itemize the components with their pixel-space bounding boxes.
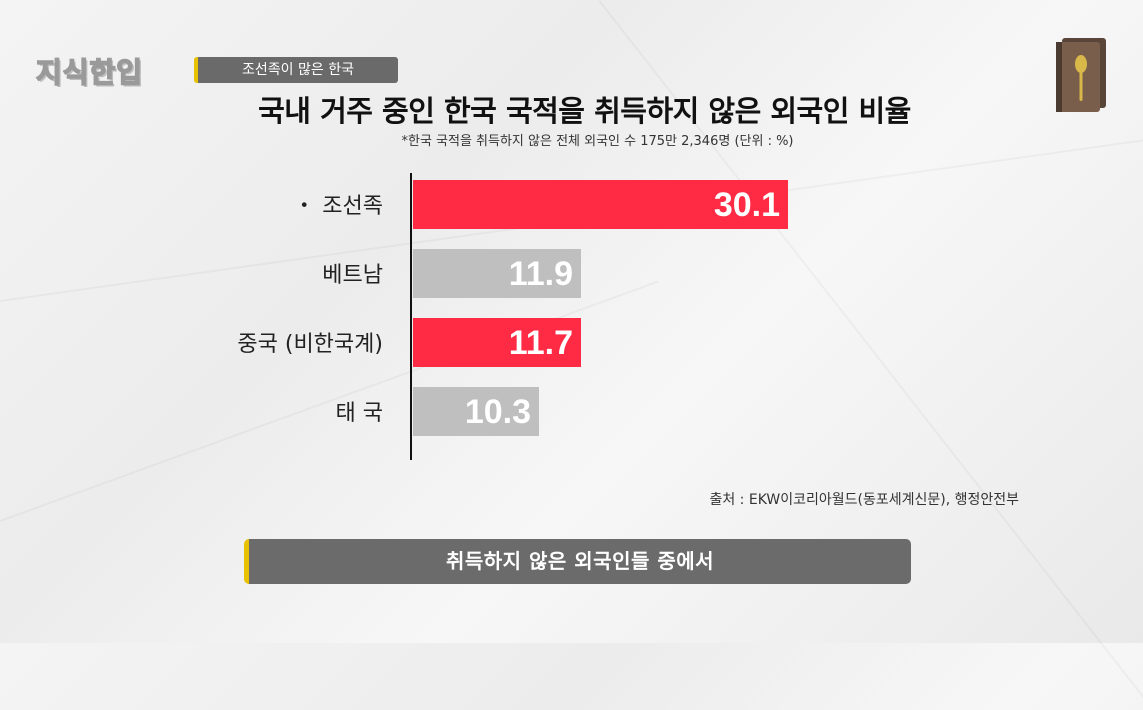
chart-subtitle: *한국 국적을 취득하지 않은 전체 외국인 수 175만 2,346명 (단위… [401, 134, 794, 149]
chart-title: 국내 거주 중인 한국 국적을 취득하지 않은 외국인 비율 [258, 94, 911, 128]
bar-value-label-3: 10.3 [465, 393, 531, 431]
bar-chart: 30.1 ・ 조선족 11.9 베트남 11.7 중국 (비한국계) 10.3 태 국 [237, 173, 788, 460]
bar-value-label-1: 11.9 [509, 255, 573, 293]
bar-value-label-2: 11.7 [509, 324, 573, 362]
category-label-3: 태 국 [336, 401, 383, 426]
book-spoon-icon [1056, 38, 1106, 112]
category-label-0: ・ 조선족 [293, 194, 383, 219]
category-label-1: 베트남 [322, 263, 383, 288]
category-label-2: 중국 (비한국계) [237, 332, 383, 357]
bar-value-label-0: 30.1 [714, 186, 780, 224]
bar-2 [413, 318, 581, 367]
caption-bar: 취득하지 않은 외국인들 중에서 [244, 539, 911, 584]
bar-1 [413, 249, 581, 298]
bar-3 [413, 387, 539, 436]
topic-tag-label: 조선족이 많은 한국 [242, 62, 354, 78]
channel-logo: 지식한입 [35, 55, 144, 90]
caption-text: 취득하지 않은 외국인들 중에서 [445, 549, 715, 573]
source-note: 출처 : EKW이코리아월드(동포세계신문), 행정안전부 [709, 492, 1019, 508]
topic-tag: 조선족이 많은 한국 [194, 57, 398, 83]
bar-0 [413, 180, 788, 229]
